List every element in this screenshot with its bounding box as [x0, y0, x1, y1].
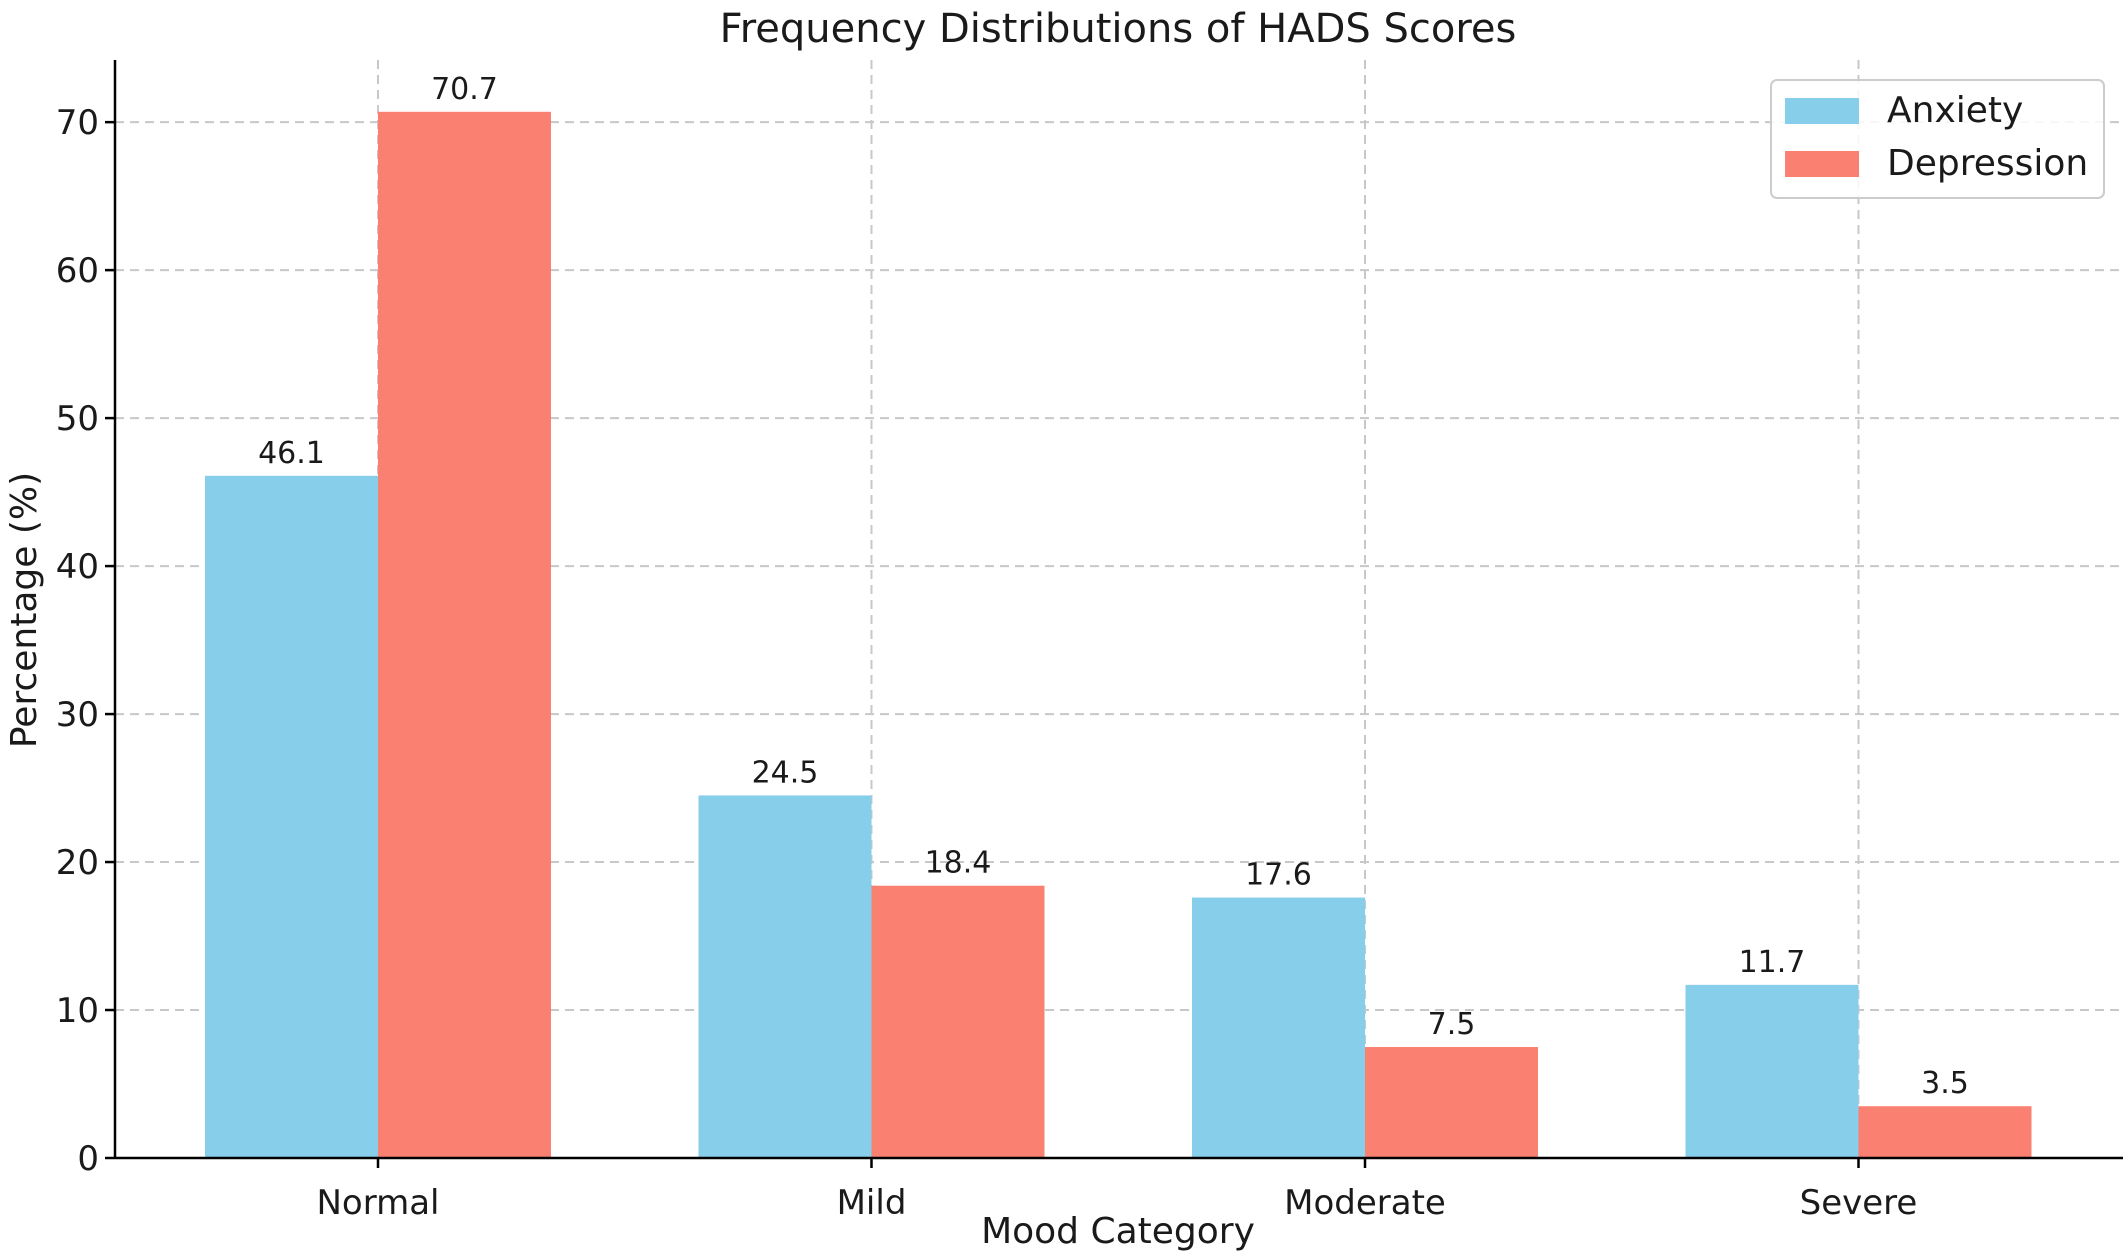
y-tick-label: 50: [56, 399, 99, 439]
chart-title: Frequency Distributions of HADS Scores: [720, 6, 1517, 52]
data-label-anxiety-normal: 46.1: [258, 436, 325, 471]
bar-depression-severe: [1858, 1106, 2032, 1158]
y-tick-label: 30: [56, 695, 99, 735]
y-tick-label: 10: [56, 991, 99, 1031]
bar-depression-normal: [378, 111, 551, 1158]
data-label-depression-mild: 18.4: [925, 846, 992, 881]
data-label-depression-normal: 70.7: [431, 72, 498, 107]
bar-anxiety-severe: [1685, 984, 1859, 1158]
bar-anxiety-moderate: [1192, 897, 1365, 1158]
legend-label-depression: Depression: [1887, 143, 2088, 184]
data-label-depression-moderate: 7.5: [1428, 1007, 1476, 1042]
legend-swatch-depression: [1785, 151, 1859, 177]
y-axis-label: Percentage (%): [4, 472, 45, 748]
bars: [205, 111, 2032, 1158]
bar-depression-moderate: [1365, 1047, 1538, 1158]
bar-depression-mild: [871, 885, 1045, 1158]
x-tick-label-moderate: Moderate: [1284, 1183, 1446, 1223]
legend-label-anxiety: Anxiety: [1887, 90, 2023, 131]
axes: [113, 60, 2123, 1160]
x-tick-label-normal: Normal: [316, 1183, 439, 1223]
y-tick-label: 0: [77, 1139, 99, 1179]
bar-anxiety-mild: [698, 795, 872, 1158]
data-label-anxiety-severe: 11.7: [1739, 945, 1806, 980]
data-labels: 46.1 24.5 17.6 11.7 70.7 18.4 7.5 3.5: [258, 72, 1969, 1101]
x-tick-label-severe: Severe: [1800, 1183, 1918, 1223]
legend-swatch-anxiety: [1785, 98, 1859, 124]
y-axis-ticks: 0 10 20 30 40 50 60 70: [56, 103, 115, 1179]
y-tick-label: 20: [56, 843, 99, 883]
x-axis-label: Mood Category: [981, 1211, 1255, 1252]
data-label-anxiety-moderate: 17.6: [1245, 858, 1312, 893]
x-tick-label-mild: Mild: [837, 1183, 907, 1223]
legend: Anxiety Depression: [1770, 79, 2105, 199]
data-label-depression-severe: 3.5: [1921, 1066, 1969, 1101]
data-label-anxiety-mild: 24.5: [752, 755, 819, 790]
y-tick-label: 60: [56, 251, 99, 291]
y-tick-label: 40: [56, 547, 99, 587]
x-axis-ticks: Normal Mild Moderate Severe: [316, 1158, 1917, 1223]
y-tick-label: 70: [56, 103, 99, 143]
bar-anxiety-normal: [205, 475, 378, 1158]
